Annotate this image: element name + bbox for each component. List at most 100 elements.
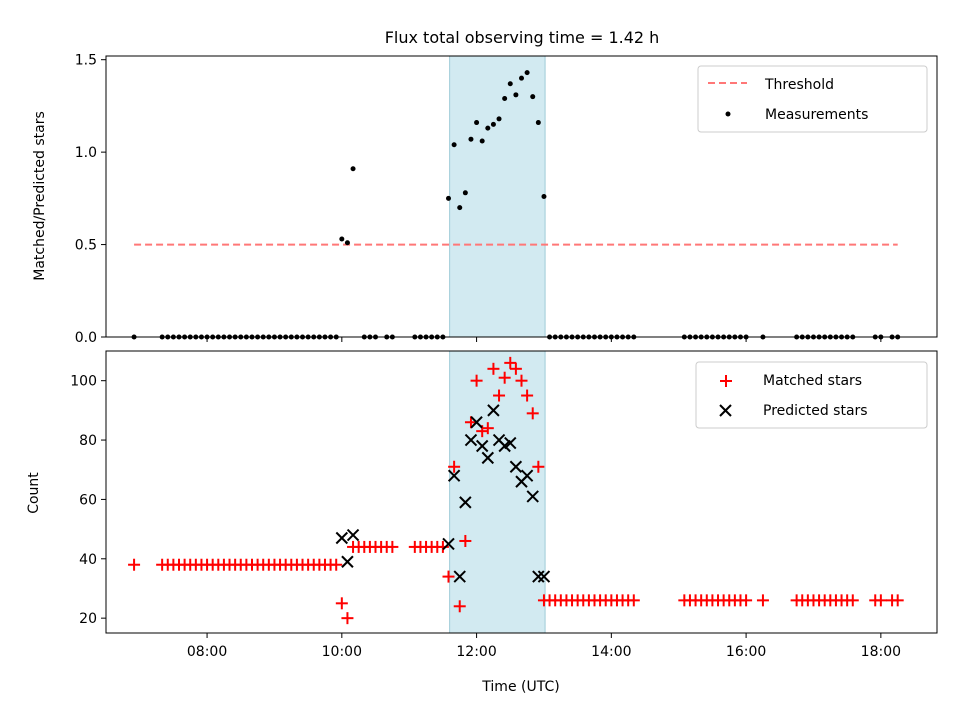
xtick-label: 08:00 <box>187 644 227 660</box>
matched-star-point <box>470 374 483 387</box>
top-legend: Threshold Measurements <box>697 65 928 133</box>
matched-star-point <box>498 371 511 384</box>
bottom-ytick-label: 100 <box>70 374 97 390</box>
bottom-legend-box <box>695 361 928 429</box>
measurement-point <box>513 92 519 98</box>
matched-star-point <box>504 356 517 369</box>
top-y-axis: 0.0 0.5 1.0 1.5 <box>75 53 106 346</box>
matched-stars-series <box>128 356 904 625</box>
matched-star-point <box>756 594 769 607</box>
matched-star-point <box>128 558 141 571</box>
xtick-label: 10:00 <box>322 644 362 660</box>
matched-star-point <box>891 594 904 607</box>
matched-star-point <box>740 594 753 607</box>
predicted-star-point <box>481 451 495 465</box>
measurement-point <box>541 194 547 199</box>
measurement-point <box>344 240 350 246</box>
top-panel: 0.0 0.5 1.0 1.5 Matched/Predicted stars Thr… <box>32 53 938 346</box>
bottom-legend: Matched stars Predicted stars <box>695 361 928 429</box>
predicted-star-point <box>464 433 478 447</box>
measurement-point <box>524 70 530 76</box>
top-ytick-label: 1.5 <box>75 53 97 69</box>
measurement-point <box>350 166 356 172</box>
measurement-point <box>507 81 513 87</box>
predicted-star-point <box>341 555 354 568</box>
top-y-axis-label: Matched/Predicted stars <box>32 111 48 281</box>
measurement-point <box>479 138 485 144</box>
predicted-star-point <box>520 469 534 482</box>
matched-star-point <box>330 558 343 571</box>
measurement-point <box>490 121 496 127</box>
x-axis-label: Time (UTC) <box>481 679 559 695</box>
bottom-y-axis: 20 40 60 80 100 <box>70 374 106 627</box>
predicted-star-point <box>346 528 360 542</box>
measurement-point <box>535 120 541 126</box>
matched-star-point <box>509 362 522 375</box>
bottom-y-axis-label: Count <box>26 472 42 514</box>
matched-star-point <box>448 460 461 473</box>
measurement-point <box>446 195 452 201</box>
matched-star-point <box>874 594 887 607</box>
matched-legend-marker <box>720 375 732 387</box>
measurement-point <box>530 94 536 100</box>
predicted-star-point <box>504 436 517 450</box>
measurement-point <box>502 96 508 102</box>
predicted-legend-label: Predicted stars <box>763 403 868 419</box>
matched-star-point <box>459 534 472 547</box>
predicted-stars-series <box>335 404 551 583</box>
xtick-label: 14:00 <box>591 644 631 660</box>
measurement-point <box>468 136 474 142</box>
matched-star-point <box>521 389 534 402</box>
measurement-point <box>462 190 468 196</box>
xtick-label: 16:00 <box>726 644 766 660</box>
bottom-ytick-label: 20 <box>79 611 97 627</box>
measurement-point <box>339 236 345 242</box>
top-ytick-label: 0.5 <box>75 238 97 254</box>
predicted-star-point <box>526 490 539 503</box>
predicted-star-point <box>470 416 483 429</box>
measurement-point <box>451 142 457 148</box>
top-plot-frame <box>105 55 938 338</box>
predicted-star-point <box>509 460 523 473</box>
matched-star-point <box>453 600 466 613</box>
measurement-point <box>457 205 463 211</box>
matched-star-point <box>464 416 477 429</box>
measurements-legend-marker <box>725 111 731 117</box>
top-legend-box <box>697 65 928 133</box>
predicted-star-point <box>475 439 489 453</box>
bottom-ytick-label: 80 <box>79 433 97 449</box>
bottom-plot-frame <box>105 350 938 634</box>
measurement-point <box>519 75 524 81</box>
xtick-label: 18:00 <box>861 644 901 660</box>
matched-star-point <box>526 407 539 420</box>
bottom-panel: 20 40 60 80 100 08:00 10:00 12:00 14:00 16:00 18:… <box>26 350 938 695</box>
predicted-star-point <box>537 570 551 583</box>
matched-star-point <box>532 460 545 473</box>
measurements-legend-label: Measurements <box>765 107 868 123</box>
top-ytick-label: 1.0 <box>75 145 97 161</box>
measurement-point <box>496 116 502 122</box>
predicted-star-point <box>459 496 472 509</box>
threshold-legend-label: Threshold <box>764 77 834 93</box>
matched-star-point <box>846 594 859 607</box>
measurement-point <box>474 120 480 126</box>
matched-star-point <box>493 389 506 402</box>
predicted-star-point <box>487 404 500 417</box>
bottom-x-axis: 08:00 10:00 12:00 14:00 16:00 18:00 <box>187 633 901 660</box>
bottom-ytick-label: 60 <box>79 492 97 508</box>
matched-star-point <box>386 540 399 553</box>
top-ytick-label: 0.0 <box>75 330 97 346</box>
predicted-star-point <box>447 469 461 482</box>
matched-star-point <box>335 597 348 610</box>
matched-star-point <box>341 612 354 625</box>
bottom-highlight-span <box>449 350 546 634</box>
matched-star-point <box>515 374 528 387</box>
matched-star-point <box>481 422 494 435</box>
matched-star-point <box>442 570 455 583</box>
predicted-star-point <box>453 570 466 583</box>
predicted-legend-marker <box>719 404 732 417</box>
predicted-star-point <box>335 531 349 545</box>
top-highlight-span <box>449 55 546 338</box>
matched-star-point <box>627 594 640 607</box>
